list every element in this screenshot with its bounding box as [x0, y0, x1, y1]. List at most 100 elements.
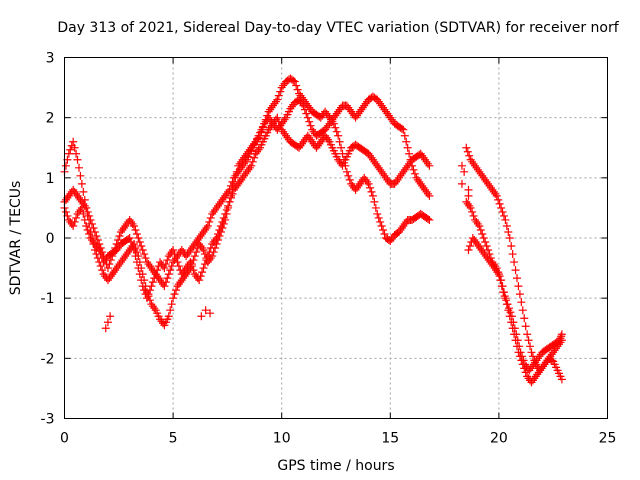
data-point-marker	[83, 225, 92, 234]
data-point-marker	[264, 125, 273, 134]
data-point-marker	[473, 240, 482, 249]
data-point-marker	[277, 125, 286, 134]
data-point-marker	[173, 282, 182, 291]
data-point-marker	[510, 324, 519, 333]
data-point-marker	[355, 179, 364, 188]
data-point-marker	[376, 99, 385, 108]
data-point-marker	[418, 151, 427, 160]
data-point-marker	[240, 171, 249, 180]
data-point-marker	[79, 209, 88, 218]
data-point-marker	[260, 119, 269, 128]
data-point-marker	[211, 236, 220, 245]
data-point-marker	[351, 113, 360, 122]
data-point-marker	[200, 260, 209, 269]
data-point-marker	[127, 217, 136, 226]
data-point-marker	[550, 346, 559, 355]
data-point-marker	[549, 348, 558, 357]
data-point-marker	[198, 268, 207, 277]
data-point-marker	[490, 264, 499, 273]
data-point-marker	[103, 318, 112, 327]
data-point-marker	[374, 97, 383, 106]
data-point-marker	[167, 300, 176, 309]
data-point-marker	[116, 258, 125, 267]
data-point-marker	[219, 213, 228, 222]
data-point-marker	[421, 155, 430, 164]
data-point-marker	[235, 177, 244, 186]
data-point-marker	[422, 157, 431, 166]
data-point-marker	[557, 330, 566, 339]
data-point-marker	[360, 101, 369, 110]
data-point-marker	[156, 276, 165, 285]
data-point-marker	[505, 234, 514, 242]
data-point-marker	[208, 209, 217, 218]
data-point-marker	[187, 244, 196, 253]
data-point-marker	[387, 235, 396, 244]
data-point-marker	[287, 102, 296, 111]
data-point-marker	[497, 282, 506, 291]
data-point-marker	[533, 370, 542, 379]
data-point-marker	[379, 225, 388, 234]
data-point-marker	[396, 225, 405, 234]
ticks-layer: 0 5 10 15 20 25 -3 -2 -1 0 1 2 3	[41, 51, 617, 447]
data-point-marker	[206, 244, 215, 253]
data-point-marker	[477, 246, 486, 255]
data-point-marker	[303, 113, 312, 122]
data-point-marker	[507, 242, 516, 251]
data-point-marker	[283, 133, 292, 142]
data-point-marker	[74, 207, 83, 216]
data-point-marker	[393, 175, 402, 184]
data-point-marker	[299, 137, 308, 146]
data-point-marker	[176, 278, 185, 287]
data-point-marker	[148, 278, 157, 287]
data-point-marker	[138, 246, 147, 255]
data-point-marker	[216, 197, 225, 206]
data-point-marker	[465, 201, 474, 210]
data-point-marker	[276, 121, 285, 130]
y-tick-label: -3	[41, 412, 55, 428]
data-point-marker	[183, 250, 192, 259]
data-point-marker	[482, 177, 491, 186]
data-point-marker	[267, 121, 276, 130]
data-point-marker	[517, 298, 526, 307]
data-point-marker	[492, 266, 501, 275]
data-point-marker	[234, 167, 243, 176]
data-point-marker	[274, 91, 283, 100]
data-point-marker	[483, 254, 492, 263]
data-point-marker	[519, 356, 528, 365]
data-point-marker	[118, 225, 127, 234]
data-point-marker	[537, 364, 546, 373]
data-point-marker	[76, 205, 85, 214]
data-point-marker	[468, 234, 477, 242]
data-point-marker	[423, 189, 432, 198]
data-point-marker	[212, 234, 221, 242]
data-point-marker	[418, 181, 427, 190]
x-tick-label: 25	[599, 431, 617, 447]
data-point-marker	[507, 312, 516, 321]
data-point-marker	[130, 221, 139, 230]
data-point-marker	[299, 101, 308, 110]
data-point-marker	[106, 272, 115, 281]
data-point-marker	[316, 137, 325, 146]
y-tick-label: 2	[46, 111, 55, 127]
data-point-marker	[322, 123, 331, 132]
data-point-marker	[190, 252, 199, 261]
data-point-marker	[203, 252, 212, 261]
data-point-marker	[180, 266, 189, 275]
data-point-marker	[364, 149, 373, 158]
data-point-marker	[134, 264, 143, 273]
data-point-marker	[238, 161, 247, 170]
data-point-marker	[270, 99, 279, 108]
data-point-marker	[499, 288, 508, 297]
data-point-marker	[297, 139, 306, 148]
data-point-marker	[300, 105, 309, 114]
data-point-marker	[423, 159, 432, 168]
data-point-marker	[493, 268, 502, 277]
data-point-marker	[354, 109, 363, 118]
data-point-marker	[140, 250, 149, 259]
data-point-marker	[502, 221, 511, 230]
data-point-marker	[557, 332, 566, 341]
data-point-marker	[332, 109, 341, 118]
data-point-marker	[557, 375, 566, 384]
data-point-marker	[195, 234, 204, 242]
